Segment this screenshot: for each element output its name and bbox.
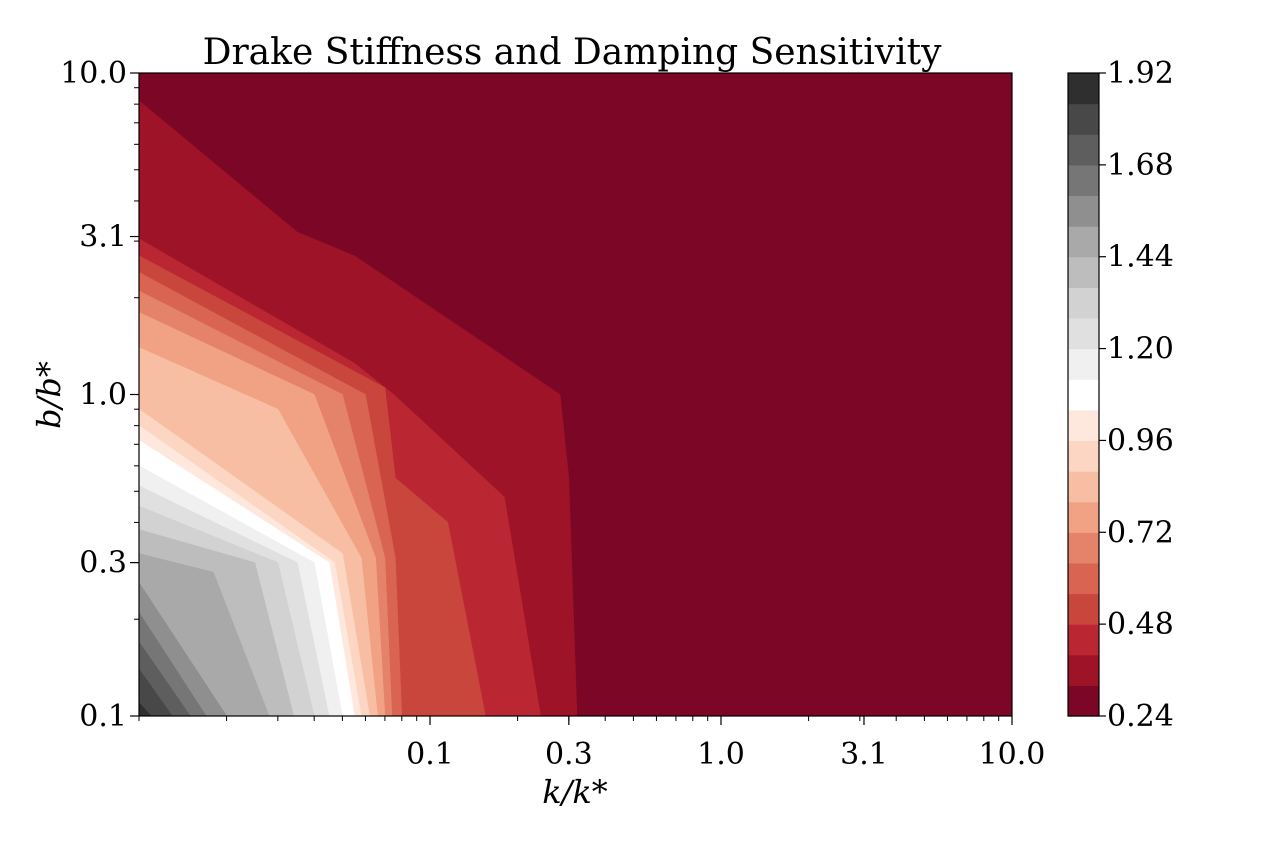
colorbar-band <box>1068 379 1099 411</box>
colorbar-frame <box>1067 72 1100 717</box>
colorbar-band <box>1068 256 1099 288</box>
colorbar-band <box>1068 501 1099 533</box>
colorbar-band <box>1068 409 1099 442</box>
x-tick-label: 10.0 <box>979 737 1046 772</box>
colorbar-tick-label: 1.44 <box>1107 240 1174 275</box>
colorbar: 0.24 0.48 0.72 0.96 1.20 1.44 1.68 1.92 <box>1067 56 1174 734</box>
colorbar-tick-label: 0.48 <box>1107 607 1174 642</box>
colorbar-band <box>1068 593 1099 625</box>
colorbar-band <box>1068 103 1099 135</box>
colorbar-band <box>1068 471 1099 503</box>
colorbar-band <box>1068 317 1099 350</box>
x-axis: 0.1 0.3 1.0 3.1 10.0 <box>138 716 1046 772</box>
colorbar-band <box>1068 134 1099 166</box>
contour-region-20 <box>139 702 152 716</box>
chart-title: Drake Stiffness and Damping Sensitivity <box>203 32 942 73</box>
x-tick-label: 0.3 <box>545 737 593 772</box>
colorbar-band <box>1068 624 1099 656</box>
y-tick-label: 3.1 <box>79 220 127 255</box>
colorbar-tick-label: 0.96 <box>1107 423 1174 458</box>
x-tick-label: 0.1 <box>406 737 454 772</box>
y-tick-label: 0.3 <box>79 546 127 581</box>
colorbar-band <box>1068 226 1099 258</box>
colorbar-tick-label: 1.20 <box>1107 332 1174 367</box>
colorbar-band <box>1068 164 1099 197</box>
colorbar-band <box>1068 287 1099 319</box>
contour-regions <box>139 73 1012 716</box>
colorbar-tick-label: 0.72 <box>1107 515 1174 550</box>
y-axis-label: b/b* <box>30 361 68 429</box>
colorbar-tick-label: 1.68 <box>1107 148 1174 183</box>
y-tick-label: 10.0 <box>60 56 127 91</box>
x-axis-label: k/k* <box>542 773 608 811</box>
y-tick-label: 0.1 <box>79 699 127 734</box>
y-tick-label: 1.0 <box>79 378 127 413</box>
x-tick-label: 1.0 <box>697 737 745 772</box>
colorbar-band <box>1068 73 1099 105</box>
colorbar-band <box>1068 532 1099 564</box>
colorbar-band <box>1068 654 1099 686</box>
contour-region-19 <box>139 668 173 716</box>
y-axis: 0.1 0.3 1.0 3.1 10.0 <box>60 56 139 734</box>
colorbar-tick-label: 1.92 <box>1107 56 1174 91</box>
colorbar-band <box>1068 195 1099 227</box>
colorbar-tick-label: 0.24 <box>1107 699 1174 734</box>
x-tick-label: 3.1 <box>840 737 888 772</box>
colorbar-band <box>1068 348 1099 380</box>
colorbar-band <box>1068 562 1099 595</box>
colorbar-band <box>1068 685 1099 717</box>
colorbar-band <box>1068 440 1099 472</box>
